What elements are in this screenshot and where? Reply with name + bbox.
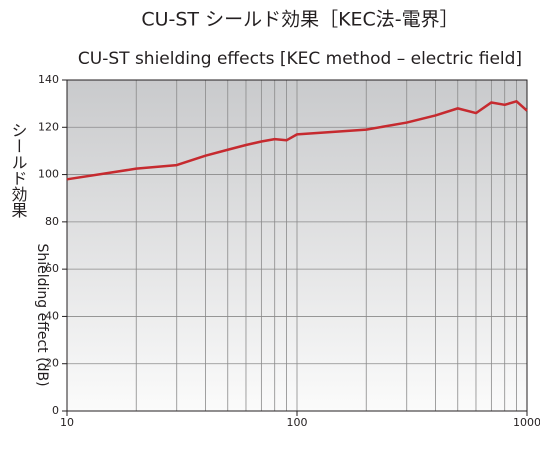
y-tick-label: 60 bbox=[45, 262, 59, 275]
y-tick-label: 40 bbox=[45, 309, 59, 322]
y-tick-label: 20 bbox=[45, 357, 59, 370]
chart-title: CU-ST シールド効果［KEC法-電界］ bbox=[141, 9, 458, 31]
y-label-ja: シールド効果 bbox=[9, 122, 28, 218]
y-tick-label: 140 bbox=[38, 73, 59, 86]
data-line bbox=[66, 100, 528, 181]
y-tick-label: 100 bbox=[38, 168, 59, 181]
x-tick-label: 10 bbox=[60, 416, 74, 429]
y-tick-label: 80 bbox=[45, 215, 59, 228]
y-tick-label: 120 bbox=[38, 120, 59, 133]
y-label: Shielding effect (dB) bbox=[34, 243, 50, 386]
plot-frame bbox=[66, 79, 528, 412]
x-tick-label: 1000 bbox=[513, 416, 540, 429]
chart-subtitle: CU-ST shielding effects [KEC method – el… bbox=[78, 49, 522, 69]
y-tick-label: 0 bbox=[52, 404, 59, 417]
x-tick-label: 100 bbox=[287, 416, 308, 429]
